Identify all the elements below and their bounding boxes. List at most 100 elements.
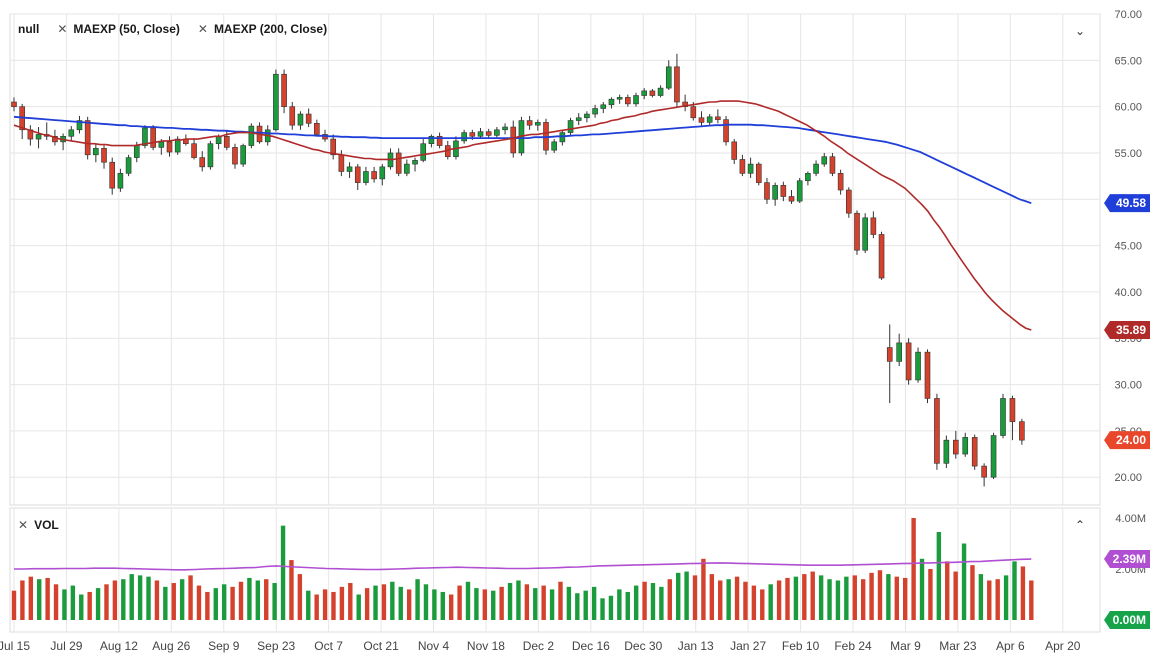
volume-bar bbox=[827, 579, 832, 620]
volume-bar bbox=[95, 588, 101, 620]
candle-body bbox=[813, 163, 819, 174]
chart-legend: null ✕ MAEXP (50, Close) ✕ MAEXP (200, C… bbox=[18, 22, 327, 36]
candle-body bbox=[559, 132, 566, 143]
candle-body bbox=[886, 347, 893, 362]
volume-bar bbox=[642, 581, 647, 620]
candle-body bbox=[404, 163, 410, 174]
volume-bar bbox=[137, 575, 143, 620]
volume-bar bbox=[1012, 561, 1017, 620]
volume-bar bbox=[188, 575, 193, 620]
candle-body bbox=[469, 132, 476, 137]
candle-body bbox=[535, 122, 541, 126]
volume-bar bbox=[11, 590, 17, 620]
volume-bar bbox=[919, 558, 925, 620]
candle-body bbox=[35, 134, 42, 140]
volume-bar bbox=[692, 575, 698, 620]
volume-bar bbox=[457, 585, 462, 620]
legend-item-ma50[interactable]: ✕ MAEXP (50, Close) bbox=[57, 22, 180, 36]
candle-body bbox=[706, 116, 713, 123]
volume-bar bbox=[743, 581, 748, 620]
candle-body bbox=[412, 160, 418, 165]
candle-body bbox=[990, 435, 997, 478]
candle-body bbox=[142, 127, 148, 146]
candle-body bbox=[273, 73, 279, 131]
volume-bar bbox=[163, 586, 168, 620]
chevron-down-icon[interactable]: ⌄ bbox=[1074, 24, 1086, 38]
volume-bar bbox=[776, 580, 782, 620]
time-tick-label: Jan 27 bbox=[730, 639, 766, 653]
candle-body bbox=[158, 141, 165, 148]
volume-bar bbox=[79, 594, 84, 620]
candle-body bbox=[592, 108, 598, 115]
volume-label: VOL bbox=[34, 518, 59, 532]
chevron-up-icon[interactable]: ⌃ bbox=[1074, 518, 1086, 532]
legend-item-ma200[interactable]: ✕ MAEXP (200, Close) bbox=[198, 22, 327, 36]
candle-body bbox=[379, 166, 386, 180]
volume-bar bbox=[961, 543, 967, 620]
candle-body bbox=[805, 173, 811, 182]
candle-body bbox=[953, 439, 959, 455]
candle-body bbox=[829, 156, 836, 174]
volume-bar bbox=[423, 584, 429, 620]
legend-item-main-series[interactable]: null bbox=[18, 22, 39, 36]
candle-body bbox=[494, 129, 500, 136]
candle-body bbox=[870, 217, 877, 235]
volume-bar bbox=[760, 589, 765, 620]
volume-bar bbox=[171, 583, 176, 620]
volume-bar bbox=[667, 579, 672, 620]
volume-bar bbox=[575, 593, 580, 620]
time-tick-label: Aug 12 bbox=[100, 639, 138, 653]
candle-body bbox=[314, 123, 320, 135]
volume-bar bbox=[104, 584, 109, 620]
volume-legend: ✕ VOL bbox=[18, 518, 59, 532]
volume-tick-label: 4.00M bbox=[1115, 513, 1146, 525]
price-badge bbox=[1104, 321, 1150, 340]
time-tick-label: Apr 20 bbox=[1045, 639, 1081, 653]
candle-body bbox=[551, 141, 557, 151]
candle-body bbox=[616, 97, 623, 100]
candle-body bbox=[1009, 398, 1016, 422]
volume-bar bbox=[903, 577, 908, 620]
candle-body bbox=[346, 166, 353, 172]
volume-bar bbox=[314, 594, 319, 620]
volume-bar bbox=[701, 558, 706, 620]
volume-bar bbox=[448, 594, 454, 620]
candle-body bbox=[191, 143, 197, 158]
volume-bar bbox=[953, 571, 958, 620]
candle-body bbox=[641, 90, 647, 96]
volume-bar bbox=[415, 579, 420, 620]
volume-bar bbox=[591, 586, 597, 620]
close-icon[interactable]: ✕ bbox=[18, 518, 29, 532]
legend-label-ma50: MAEXP (50, Close) bbox=[73, 22, 180, 36]
candle-body bbox=[289, 106, 296, 126]
volume-bar bbox=[45, 577, 50, 620]
volume-bar bbox=[726, 579, 731, 620]
candle-body bbox=[150, 127, 156, 148]
volume-bar bbox=[709, 574, 715, 620]
volume-bar bbox=[432, 589, 437, 620]
volume-bar bbox=[154, 580, 160, 620]
volume-bar bbox=[995, 579, 1000, 620]
candle-body bbox=[674, 66, 680, 103]
candle-body bbox=[584, 113, 590, 119]
time-tick-label: Feb 10 bbox=[782, 639, 820, 653]
volume-bar bbox=[625, 591, 630, 620]
candle-body bbox=[657, 87, 664, 96]
candle-body bbox=[608, 98, 615, 106]
volume-badge bbox=[1104, 550, 1150, 569]
volume-bar bbox=[860, 579, 866, 620]
volume-bar bbox=[1020, 566, 1026, 620]
candle-body bbox=[878, 234, 885, 279]
volume-bar bbox=[381, 584, 387, 620]
volume-bar bbox=[844, 576, 849, 620]
price-badge-label: 35.89 bbox=[1116, 323, 1146, 337]
close-icon[interactable]: ✕ bbox=[57, 22, 68, 36]
candle-body bbox=[117, 173, 124, 189]
close-icon[interactable]: ✕ bbox=[197, 22, 208, 36]
volume-bar bbox=[87, 591, 92, 620]
volume-bar bbox=[348, 583, 353, 620]
candle-body bbox=[338, 154, 345, 172]
candle-body bbox=[436, 135, 443, 146]
